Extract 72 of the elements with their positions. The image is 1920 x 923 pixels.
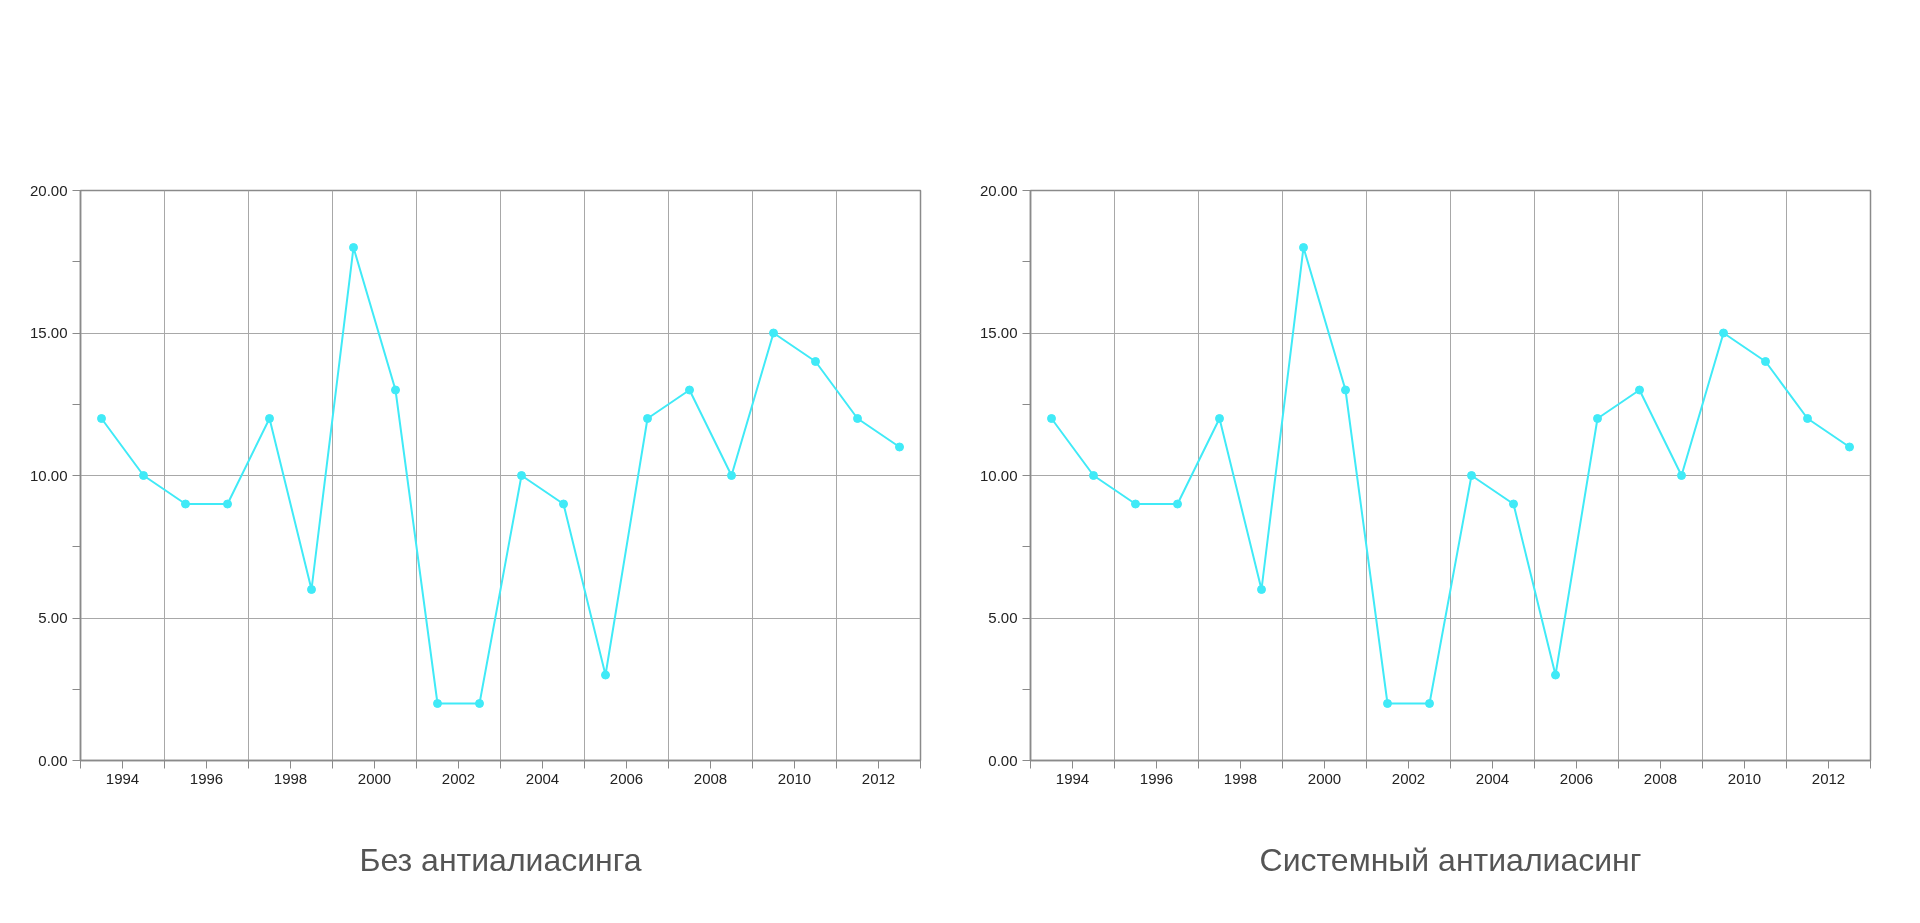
point bbox=[1803, 414, 1812, 423]
point bbox=[433, 699, 442, 708]
x-tick-label: 2008 bbox=[693, 769, 728, 787]
x-tick-label: 1994 bbox=[1055, 769, 1090, 787]
point bbox=[727, 471, 736, 480]
point bbox=[1677, 471, 1686, 480]
point bbox=[1467, 471, 1476, 480]
point bbox=[1173, 499, 1182, 509]
x-tick-label: 2010 bbox=[1727, 769, 1762, 787]
x-tick-label: 2008 bbox=[1643, 769, 1678, 787]
point bbox=[223, 499, 232, 509]
x-tick-label: 2002 bbox=[441, 769, 476, 787]
point bbox=[391, 385, 400, 395]
point bbox=[1551, 670, 1560, 680]
point bbox=[265, 414, 274, 423]
point bbox=[1215, 414, 1224, 423]
point bbox=[1425, 699, 1434, 708]
point bbox=[1047, 414, 1056, 423]
y-tick-label: 0.00 bbox=[38, 751, 68, 769]
point bbox=[895, 442, 904, 452]
point bbox=[97, 414, 106, 423]
x-tick-label: 1998 bbox=[273, 769, 308, 787]
point bbox=[475, 699, 484, 708]
x-tick-label: 2000 bbox=[357, 769, 392, 787]
y-tick-label: 20.00 bbox=[29, 181, 68, 199]
x-tick-label: 2002 bbox=[1391, 769, 1426, 787]
point bbox=[1635, 385, 1644, 395]
point bbox=[1341, 385, 1350, 395]
x-tick-label: 2012 bbox=[1811, 769, 1846, 787]
point bbox=[1719, 328, 1728, 338]
point bbox=[1509, 499, 1518, 509]
point bbox=[559, 499, 568, 509]
point bbox=[349, 243, 358, 252]
y-tick-label: 10.00 bbox=[979, 466, 1018, 484]
y-tick-label: 5.00 bbox=[988, 609, 1018, 626]
point bbox=[643, 414, 652, 423]
point bbox=[1089, 471, 1098, 480]
x-tick-label: 1994 bbox=[105, 769, 140, 787]
x-tick-label: 1996 bbox=[189, 769, 224, 787]
point bbox=[307, 585, 316, 594]
point bbox=[517, 471, 526, 480]
x-axis-title: Системный антиалиасинг bbox=[1259, 841, 1642, 878]
point bbox=[1593, 414, 1602, 423]
y-tick-label: 15.00 bbox=[979, 324, 1018, 341]
x-tick-label: 2006 bbox=[1559, 769, 1594, 787]
y-tick-label: 20.00 bbox=[979, 181, 1018, 199]
point bbox=[1257, 585, 1266, 594]
y-tick-label: 0.00 bbox=[988, 751, 1018, 769]
point bbox=[601, 670, 610, 680]
x-tick-label: 2010 bbox=[777, 769, 812, 787]
x-axis-title: Без антиалиасинга bbox=[359, 841, 642, 878]
x-tick-label: 2004 bbox=[525, 769, 560, 787]
point bbox=[1845, 442, 1854, 452]
point bbox=[1131, 499, 1140, 509]
x-tick-label: 1998 bbox=[1223, 769, 1258, 787]
point bbox=[139, 471, 148, 480]
point bbox=[853, 414, 862, 423]
point bbox=[811, 357, 820, 366]
y-tick-label: 15.00 bbox=[29, 324, 68, 341]
x-tick-label: 1996 bbox=[1139, 769, 1174, 787]
point bbox=[685, 385, 694, 395]
x-tick-label: 2012 bbox=[861, 769, 896, 787]
point bbox=[769, 328, 778, 338]
x-tick-label: 2000 bbox=[1307, 769, 1342, 787]
x-tick-label: 2006 bbox=[609, 769, 644, 787]
y-tick-label: 10.00 bbox=[29, 466, 68, 484]
x-tick-label: 2004 bbox=[1475, 769, 1510, 787]
point bbox=[1299, 243, 1308, 252]
point bbox=[181, 499, 190, 509]
point bbox=[1761, 357, 1770, 366]
point bbox=[1383, 699, 1392, 708]
y-tick-label: 5.00 bbox=[38, 609, 68, 626]
